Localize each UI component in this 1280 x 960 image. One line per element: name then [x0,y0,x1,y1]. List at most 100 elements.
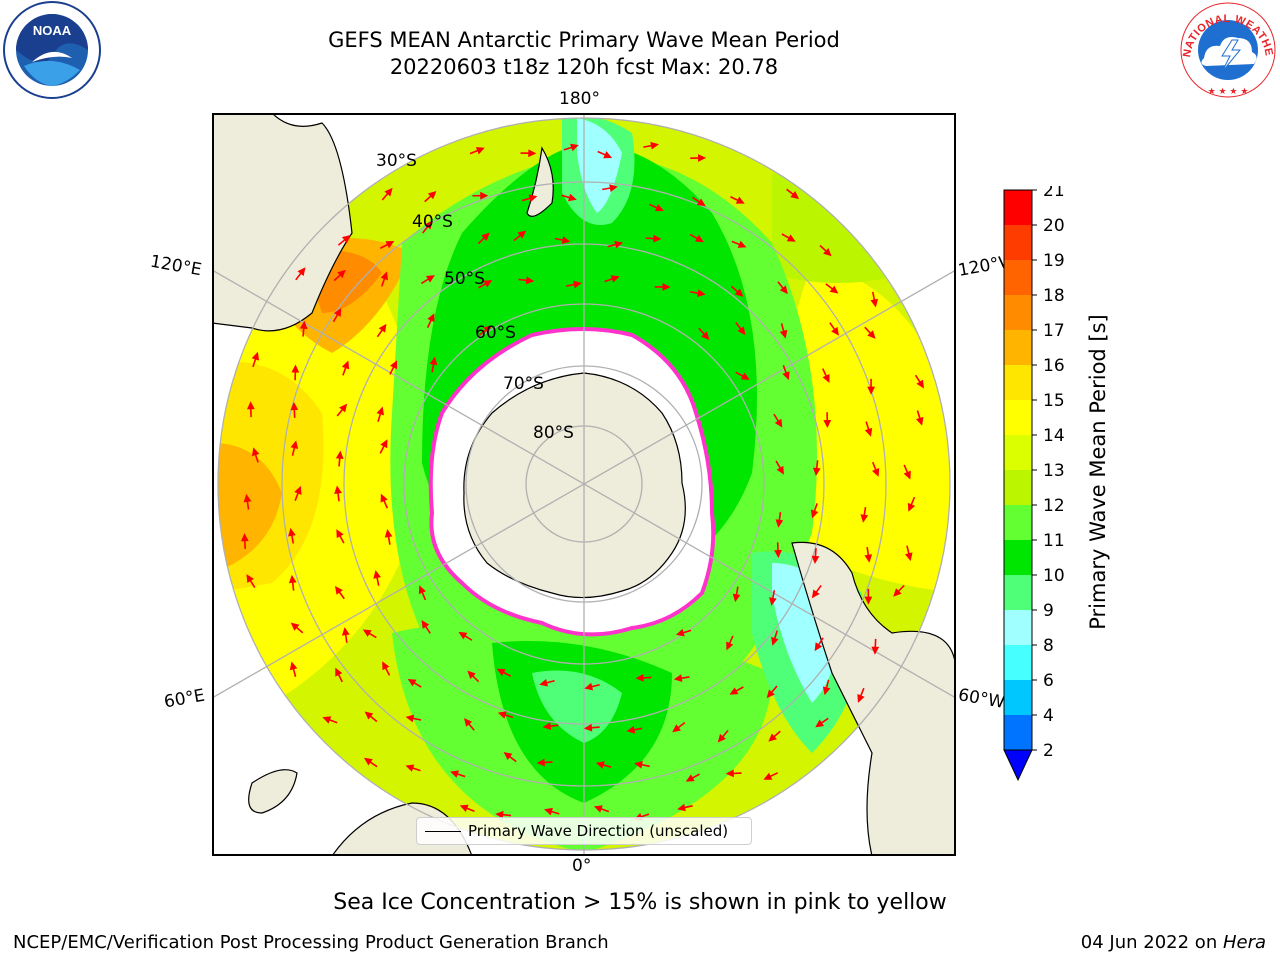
wave-arrow-head [341,627,350,636]
wave-arrow-head [299,320,308,330]
wave-arrow-head [823,247,832,257]
colorbar-segment [1004,680,1032,715]
legend-line-symbol [425,831,461,832]
wave-arrow-head [341,360,350,370]
wave-arrow-head [561,236,571,244]
wave-arrow-head [246,574,254,583]
colorbar-tick-label: 6 [1043,671,1054,691]
map-title: GEFS MEAN Antarctic Primary Wave Mean Pe… [328,28,840,52]
wave-arrow-head [677,803,686,812]
wave-arrow-head [614,240,623,249]
colorbar-segment [1004,400,1032,435]
legend-label: Primary Wave Direction (unscaled) [468,822,729,840]
wave-arrow-head [337,269,346,279]
wave-arrow-head [634,761,643,769]
wave-arrow-head [335,450,344,459]
wave-arrow-head [378,323,387,333]
colorbar: 2 4 6 8 9 10 11 12 13 14 15 16 17 18 19 20 21 [1003,186,1065,782]
wave-arrow-head [322,716,332,724]
footer-date-text: 04 Jun 2022 on [1080,932,1223,953]
colorbar-segment [1004,365,1032,400]
wave-arrow-head [294,485,302,495]
lat-label-70s: 70°S [503,374,544,394]
wave-arrow-head [675,628,685,637]
wave-arrow-head [517,230,527,239]
wave-arrow-head [775,519,784,528]
wave-arrow-head [390,360,398,370]
wave-arrow-head [291,364,300,373]
wave-arrow-head [380,271,389,281]
wave-arrow-head [424,220,433,230]
footer-machine: Hera [1222,932,1266,953]
wave-arrow-head [872,467,880,477]
wave-arrow-head [425,275,435,283]
wave-arrow-head [695,234,704,243]
wave-arrow-head [740,372,750,380]
svg-text:NOAA: NOAA [33,23,72,38]
wave-arrow-head [288,527,296,537]
wave-arrow-head [570,143,579,152]
wave-arrow-head [595,761,605,769]
graticule [214,115,954,854]
wave-arrow-head [729,687,739,695]
wave-arrow-head [528,149,537,158]
wave-arrow-head [418,585,426,595]
wave-arrow-head [903,470,911,480]
wave-arrow-head [584,682,594,691]
wave-arrow-head [427,190,437,200]
wave-arrow-head [458,631,468,640]
wave-arrow-head [823,419,832,429]
wave-arrow-head [763,772,773,780]
colorbar-under-extension [1003,749,1033,782]
colorbar-tick-label: 13 [1043,461,1065,481]
wave-arrow-head [653,234,662,243]
lat-label-80s: 80°S [533,423,574,443]
wave-arrow-head [567,193,577,202]
lat-label-30s: 30°S [376,151,417,171]
wave-arrow-head [573,280,582,289]
wave-arrow-head [654,204,664,212]
colorbar-tick-label: 12 [1043,496,1065,516]
wave-arrow-head [867,386,875,395]
wave-arrow-head [334,585,343,595]
wave-arrow-head [362,629,372,637]
wave-arrow-head [822,686,831,696]
colorbar-tick-label: 9 [1043,601,1054,621]
wave-arrow-head [290,440,299,450]
colorbar-segment [1004,505,1032,540]
colorbar-tick-label: 14 [1043,426,1065,446]
wave-arrow-head [380,493,388,503]
wave-arrow-head [475,147,485,155]
wave-arrow-head [769,597,777,606]
colorbar-segment [1004,190,1032,225]
wave-arrow-head [503,752,513,760]
lat-label-50s: 50°S [444,269,485,289]
wave-arrow-head [593,805,603,813]
wave-arrow-head [864,554,873,563]
colorbar-tick-label: 17 [1043,321,1065,341]
wave-arrow-head [495,810,504,819]
colorbar-tick-label: 21 [1043,186,1065,201]
wave-arrow-head [243,493,252,503]
wave-arrow-head [811,589,820,599]
wave-arrow-head [697,154,707,162]
colorbar-segment [1004,435,1032,470]
wave-arrow-head [907,502,916,512]
colorbar-tick-label: 2 [1043,741,1054,761]
colorbar-segment [1004,540,1032,575]
wave-arrow-head [871,646,880,655]
wave-arrow-head [734,288,744,297]
colorbar-segment [1004,610,1032,645]
wave-arrow-head [701,331,710,340]
colorbar-tick-label: 18 [1043,286,1065,306]
wave-arrow-head [860,514,869,523]
wave-arrow-head [246,401,255,410]
wave-direction-arrows [240,141,924,821]
wave-arrow-head [811,555,820,565]
footer-date: 04 Jun 2022 on Hera [1081,932,1266,953]
wave-arrow-head [609,184,618,192]
colorbar-tick-label: 15 [1043,391,1065,411]
wave-arrow-head [525,276,535,285]
wave-arrow-head [336,529,344,539]
lon-label-60e: 60°E [162,685,207,713]
